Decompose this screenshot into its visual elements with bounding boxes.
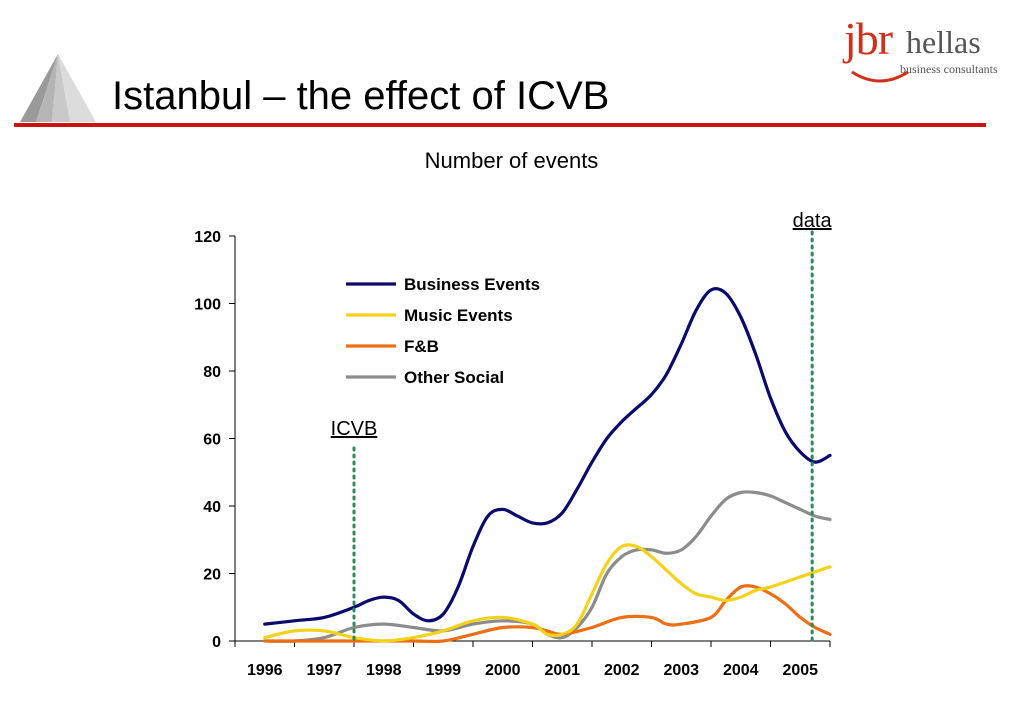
brand-logo: jbr hellas business consultants [836,10,1016,90]
legend-label-music-events: Music Events [404,306,513,325]
brand-suffix: hellas [906,24,981,60]
x-tick-label: 1996 [247,662,283,679]
x-tick-label: 2004 [723,662,759,679]
title-rule [14,123,986,127]
events-line-chart: 0 20 40 60 80 100 120 1996 1997 1998 1999 2000 2001 2… [194,229,832,679]
x-tick-label: 2005 [782,662,818,679]
series-line-music-events [263,543,832,643]
chart-title: Number of events [424,148,599,173]
x-tick-label: 2002 [604,662,640,679]
legend-label-f-b: F&B [404,337,439,356]
y-tick-label: 100 [194,297,221,314]
x-tick-label: 1997 [306,662,342,679]
y-tick-label: 60 [203,432,221,449]
series-line-other-social [263,490,832,643]
brand-swoosh-icon [851,70,909,83]
y-tick-label: 20 [203,567,221,584]
legend-label-other-social: Other Social [404,368,504,387]
y-tick-label: 40 [203,499,221,516]
y-tick-label: 0 [212,634,221,651]
x-tick-label: 2003 [663,662,699,679]
brand-tagline: business consultants [900,62,998,76]
x-tick-label: 2001 [544,662,580,679]
x-tick-label: 2000 [485,662,521,679]
series-line-business-events [263,287,832,626]
x-tick-label: 1999 [425,662,461,679]
x-tick-label: 1998 [366,662,402,679]
y-tick-label: 80 [203,364,221,381]
data-annotation: data [792,210,832,232]
logo-icon [20,54,96,122]
brand-name: jbr [844,13,893,64]
icvb-annotation: ICVB [330,418,378,440]
y-tick-label: 120 [194,229,221,246]
legend-label-business-events: Business Events [404,275,540,294]
slide-title: Istanbul – the effect of ICVB [112,74,610,118]
